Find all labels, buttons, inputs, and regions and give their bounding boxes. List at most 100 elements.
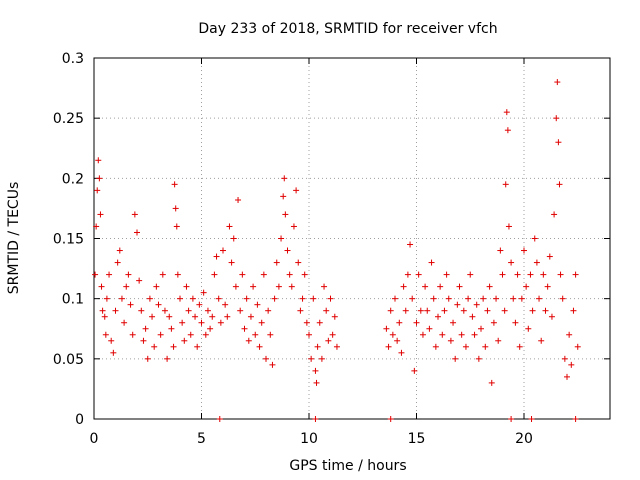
data-point <box>114 259 121 266</box>
data-point <box>536 295 543 302</box>
data-point <box>413 319 420 326</box>
data-point <box>445 295 452 302</box>
data-point <box>97 211 104 218</box>
data-point <box>329 331 336 338</box>
data-point <box>164 355 171 362</box>
data-point <box>144 355 151 362</box>
data-point <box>538 337 545 344</box>
y-axis-label: SRMTID / TECUs <box>6 182 22 295</box>
data-point <box>286 271 293 278</box>
data-point <box>110 349 117 356</box>
data-point <box>284 247 291 254</box>
data-point <box>125 271 132 278</box>
data-point <box>419 331 426 338</box>
data-point <box>424 307 431 314</box>
data-point <box>415 271 422 278</box>
data-point <box>172 205 179 212</box>
data-point <box>95 157 102 164</box>
data-point <box>540 271 547 278</box>
data-point <box>273 259 280 266</box>
data-point <box>220 247 226 254</box>
data-point <box>131 211 138 218</box>
data-point <box>101 313 108 320</box>
data-point <box>192 313 199 320</box>
data-point <box>493 295 500 302</box>
data-point <box>226 223 233 230</box>
data-point <box>94 187 101 194</box>
data-point <box>542 307 549 314</box>
data-point <box>554 79 561 86</box>
data-point <box>134 229 140 236</box>
data-point <box>282 211 289 218</box>
data-point <box>181 337 188 344</box>
data-point <box>495 337 502 344</box>
data-point <box>439 331 446 338</box>
data-point <box>215 295 222 302</box>
y-tick-label: 0.2 <box>62 171 84 187</box>
data-point <box>179 319 186 326</box>
data-point <box>275 283 282 290</box>
data-point <box>313 379 320 386</box>
data-point <box>568 361 575 368</box>
x-tick-label: 20 <box>515 431 533 447</box>
data-point <box>140 337 147 344</box>
data-point <box>484 307 491 314</box>
data-point <box>544 283 551 290</box>
data-point <box>396 319 403 326</box>
data-point <box>574 343 581 350</box>
data-point <box>196 301 203 308</box>
data-point <box>209 313 216 320</box>
data-point <box>508 259 515 266</box>
data-point <box>460 307 467 314</box>
data-point <box>422 283 429 290</box>
data-point <box>112 307 119 314</box>
data-point <box>232 283 239 290</box>
data-point <box>293 187 300 194</box>
data-point <box>310 295 317 302</box>
data-point <box>504 127 511 134</box>
data-point <box>198 319 205 326</box>
data-point <box>213 253 220 260</box>
data-point <box>194 343 201 350</box>
data-point <box>473 301 480 308</box>
data-point <box>102 331 109 338</box>
y-tick-label: 0.3 <box>62 51 84 67</box>
data-point <box>247 313 254 320</box>
data-point <box>318 355 325 362</box>
data-point <box>392 295 398 302</box>
zero-data-point <box>387 416 394 422</box>
data-point <box>174 271 181 278</box>
data-point <box>426 325 433 332</box>
data-point <box>533 259 540 266</box>
data-point <box>254 301 261 308</box>
data-point <box>333 343 340 350</box>
data-point <box>127 301 134 308</box>
data-point <box>106 271 113 278</box>
data-point <box>469 313 476 320</box>
data-point <box>559 295 566 302</box>
data-point <box>417 307 424 314</box>
data-point <box>142 325 149 332</box>
data-point <box>228 259 235 266</box>
data-point <box>546 253 553 260</box>
data-point <box>482 343 489 350</box>
data-point <box>316 319 323 326</box>
data-point <box>331 313 338 320</box>
data-point <box>566 331 573 338</box>
data-point <box>99 307 106 314</box>
data-point <box>452 355 459 362</box>
data-point <box>458 331 465 338</box>
x-tick-label: 0 <box>90 431 99 447</box>
data-point <box>556 181 563 188</box>
data-point <box>250 283 257 290</box>
data-point <box>572 271 579 278</box>
data-point-layer <box>92 79 581 422</box>
data-point <box>267 331 274 338</box>
data-point <box>407 241 414 248</box>
data-point <box>486 283 493 290</box>
data-point <box>503 109 510 116</box>
data-point <box>462 343 469 350</box>
data-point <box>280 193 287 200</box>
data-point <box>497 247 504 254</box>
